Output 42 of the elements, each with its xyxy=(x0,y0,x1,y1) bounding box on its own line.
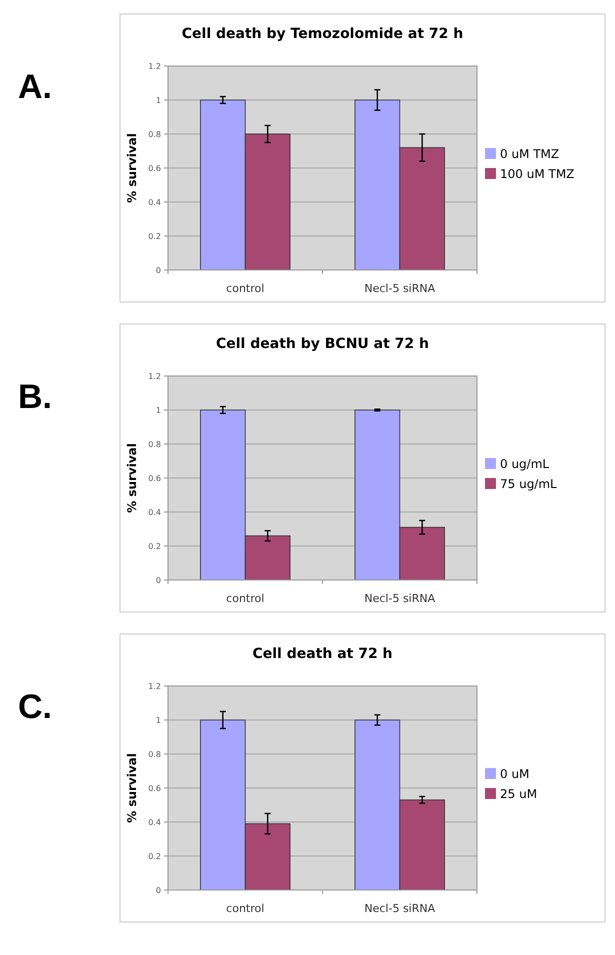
y-tick-label: 1.2 xyxy=(148,62,161,71)
text: C. xyxy=(18,688,52,726)
chart-title: Cell death at 72 h xyxy=(252,646,393,662)
chart-title: Cell death by BCNU at 72 h xyxy=(216,336,430,352)
y-tick-label: 0.6 xyxy=(148,474,161,483)
y-tick-label: 0.4 xyxy=(148,818,161,827)
legend-label: 25 uM xyxy=(500,787,538,801)
text: A. xyxy=(18,68,52,106)
y-tick-label: 0.8 xyxy=(148,440,161,449)
legend-label: 75 ug/mL xyxy=(500,477,558,491)
text: B. xyxy=(18,378,52,416)
y-axis-title: % survival xyxy=(125,133,139,203)
y-tick-label: 0 xyxy=(156,576,161,585)
y-tick-label: 0.8 xyxy=(148,130,161,139)
x-tick-label: Necl-5 siRNA xyxy=(364,902,436,915)
y-tick-label: 0.6 xyxy=(148,164,161,173)
y-tick-label: 1 xyxy=(156,406,161,415)
y-tick-label: 0.8 xyxy=(148,750,161,759)
x-tick-label: control xyxy=(226,902,264,915)
x-tick-label: Necl-5 siRNA xyxy=(364,592,436,605)
y-tick-label: 0 xyxy=(156,266,161,275)
x-tick-label: Necl-5 siRNA xyxy=(364,282,436,295)
y-tick-label: 1.2 xyxy=(148,372,161,381)
legend-label: 100 uM TMZ xyxy=(500,167,574,181)
y-tick-label: 1 xyxy=(156,96,161,105)
y-tick-label: 1 xyxy=(156,716,161,725)
y-tick-label: 0.2 xyxy=(148,852,161,861)
y-tick-label: 0.2 xyxy=(148,232,161,241)
y-tick-label: 0.6 xyxy=(148,784,161,793)
y-tick-label: 0.4 xyxy=(148,508,161,517)
x-tick-label: control xyxy=(226,592,264,605)
y-axis-title: % survival xyxy=(125,443,139,513)
legend-label: 0 uM TMZ xyxy=(500,147,560,161)
x-tick-label: control xyxy=(226,282,264,295)
y-axis-title: % survival xyxy=(125,753,139,823)
legend-label: 0 ug/mL xyxy=(500,457,550,471)
legend-label: 0 uM xyxy=(500,767,530,781)
y-tick-label: 0.2 xyxy=(148,542,161,551)
y-tick-label: 1.2 xyxy=(148,682,161,691)
chart-title: Cell death by Temozolomide at 72 h xyxy=(182,26,464,42)
y-tick-label: 0.4 xyxy=(148,198,161,207)
y-tick-label: 0 xyxy=(156,886,161,895)
